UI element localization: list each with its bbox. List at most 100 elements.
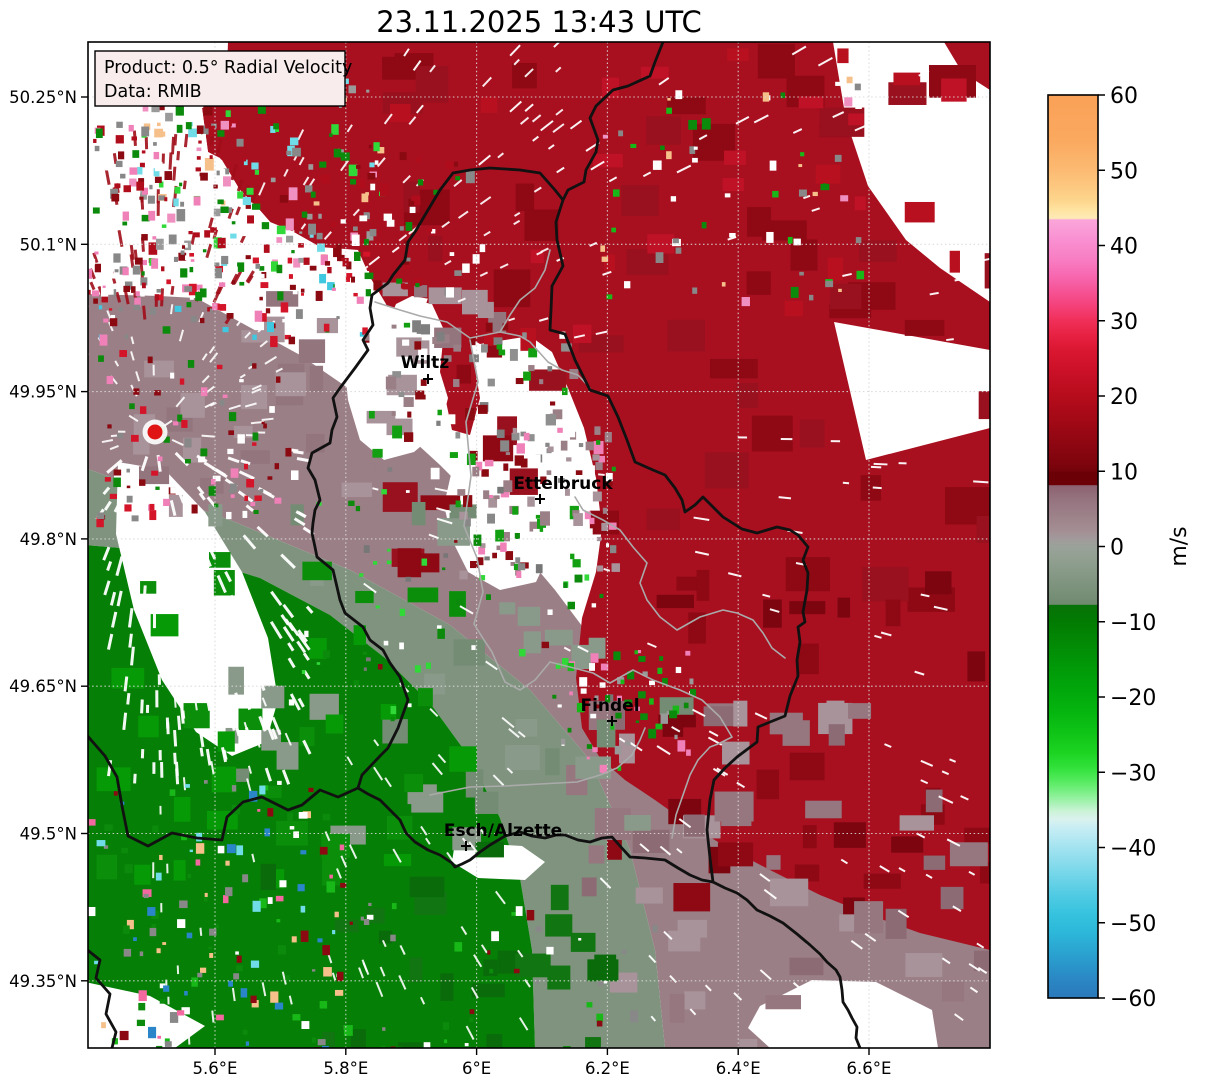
speckle-ettelbruck-mottle bbox=[557, 427, 563, 433]
lat-tick-label: 49.65°N bbox=[9, 677, 77, 696]
speckle-w-streakzone-specks bbox=[154, 161, 163, 172]
speckle-tl-mottle bbox=[279, 194, 289, 203]
speckle-ettelbruck-mottle bbox=[483, 490, 490, 500]
patch-red-dark-patches bbox=[747, 207, 772, 237]
speckle-bottom-mid-specks bbox=[443, 1039, 448, 1044]
slash-white-slashes-tl bbox=[479, 271, 489, 277]
speckle-findel-specks bbox=[638, 691, 646, 699]
speckle-zeroline-specks bbox=[567, 727, 572, 733]
slash-white-slashes-red bbox=[946, 338, 954, 342]
slash-white-slashes-red bbox=[811, 207, 821, 212]
speckle-ettelbruck-mottle bbox=[455, 500, 461, 508]
speckle-ettelbruck-mottle bbox=[592, 491, 602, 502]
speckle-tl-mottle bbox=[203, 105, 213, 116]
speckle-radar-west bbox=[187, 359, 195, 368]
slash-white-slashes-tl bbox=[300, 223, 307, 230]
slash-white-slashes-tl bbox=[552, 123, 565, 133]
speckle-ettelbruck-mottle bbox=[540, 476, 547, 485]
patch-red-dark-patches bbox=[799, 419, 825, 448]
speckle-radar-west bbox=[242, 510, 248, 518]
speckle-bl-specks bbox=[159, 983, 166, 989]
speckle-w-streakzone-specks bbox=[104, 161, 113, 171]
colorbar-tick-label: 10 bbox=[1110, 460, 1138, 485]
speckle-tl-lower bbox=[277, 291, 284, 301]
speckle-tl-mottle bbox=[383, 213, 393, 221]
speckle-zeroline-specks bbox=[363, 667, 367, 671]
lat-tick-label: 49.5°N bbox=[20, 825, 77, 844]
speckle-w-streakzone-specks bbox=[141, 234, 148, 241]
speckle-bl-specks bbox=[101, 1022, 106, 1029]
speckle-tl-mottle bbox=[299, 231, 303, 234]
speckle-w-streakzone-specks bbox=[154, 294, 160, 301]
speckle-wiltz-grays bbox=[539, 379, 544, 385]
slash-red-streaks-w bbox=[140, 196, 145, 210]
slash-white-slashes-red bbox=[563, 646, 571, 652]
speckle-radar-west bbox=[163, 498, 170, 507]
patch-red-bright bbox=[722, 177, 744, 192]
speckle-tl-lower bbox=[222, 327, 229, 333]
speckle-ne-of-tl bbox=[405, 222, 413, 231]
patch-green-bright bbox=[383, 854, 412, 867]
slash-white-slashes-fan bbox=[173, 572, 179, 590]
speckle-findel-specks bbox=[637, 650, 642, 654]
slash-white-slashes-red bbox=[603, 568, 611, 572]
speckle-ettelbruck-mottle bbox=[560, 440, 568, 451]
speckle-w-streakzone-specks bbox=[212, 303, 218, 311]
speckle-wiltz-grays bbox=[403, 432, 414, 442]
speckle-tl-mottle bbox=[366, 89, 370, 93]
patch-red-dark-se bbox=[794, 864, 820, 882]
speckle-tr-border-specks bbox=[856, 270, 865, 280]
speckle-tr-border-specks bbox=[820, 183, 830, 191]
speckle-bottom-mid-specks bbox=[630, 1010, 639, 1023]
speckle-tl-mottle bbox=[129, 217, 136, 226]
patch-green-bright bbox=[417, 688, 433, 707]
speckle-radar-west bbox=[126, 485, 131, 489]
speckle-bottom-mid-specks bbox=[597, 980, 604, 986]
speckle-radar-west bbox=[170, 487, 177, 494]
speckle-tr-border-specks bbox=[692, 287, 698, 294]
slash-white-slashes-fan bbox=[282, 603, 295, 619]
speckle-tl-mottle bbox=[365, 192, 369, 196]
speckle-w-streakzone-specks bbox=[111, 193, 120, 202]
speckle-bl-specks bbox=[340, 882, 347, 888]
speckle-findel-specks bbox=[614, 745, 622, 755]
patch-red-dark-patches bbox=[984, 253, 990, 289]
speckle-wiltz-grays bbox=[502, 323, 509, 331]
speckle-tl-lower bbox=[109, 273, 116, 279]
slash-red-streaks-w bbox=[168, 152, 173, 170]
speckle-ettelbruck-mottle bbox=[457, 489, 466, 496]
speckle-w-streakzone-specks bbox=[164, 171, 173, 181]
patch-green-dark bbox=[515, 953, 551, 978]
speckle-tl-lower bbox=[288, 274, 293, 279]
speckle-ettelbruck-mottle bbox=[611, 563, 620, 572]
slash-white-slashes-red bbox=[872, 486, 882, 490]
speckle-w-streakzone-specks bbox=[162, 139, 168, 146]
slash-white-slashes-fan bbox=[222, 613, 232, 632]
speckle-tl-mottle bbox=[137, 166, 143, 175]
speckle-ne-of-tl bbox=[359, 215, 368, 222]
speckle-bl-specks bbox=[289, 826, 295, 830]
slash-white-slashes-se bbox=[656, 745, 671, 756]
slash-white-slashes-fan bbox=[244, 727, 254, 746]
speckle-bottom-mid-specks bbox=[513, 968, 520, 974]
slash-white-slashes-se bbox=[977, 966, 988, 974]
speckle-bottom-mid-specks bbox=[487, 950, 491, 955]
slash-white-slashes-w bbox=[170, 304, 174, 315]
slash-white-slashes-w bbox=[152, 364, 155, 376]
speckle-bl-specks bbox=[94, 960, 99, 965]
speckle-bl-specks bbox=[152, 825, 159, 833]
speckle-bl-specks bbox=[209, 928, 217, 936]
slash-white-slashes-w bbox=[108, 321, 114, 332]
speckle-zeroline-specks bbox=[363, 545, 370, 553]
slash-white-slashes-fan bbox=[179, 704, 185, 724]
slash-white-slashes-se bbox=[648, 954, 657, 964]
slash-white-slashes-fan bbox=[246, 680, 254, 694]
speckle-ne-of-tl bbox=[455, 176, 461, 181]
speckle-wiltz-grays bbox=[368, 410, 375, 419]
patch-red-dark-patches bbox=[904, 319, 945, 336]
slash-white-slashes-sw bbox=[284, 732, 292, 746]
patch-green-bright bbox=[238, 708, 263, 731]
speckle-tl-mottle bbox=[225, 110, 231, 118]
speckle-tr-border-specks bbox=[855, 237, 862, 244]
slash-white-slashes-fan bbox=[302, 652, 310, 661]
